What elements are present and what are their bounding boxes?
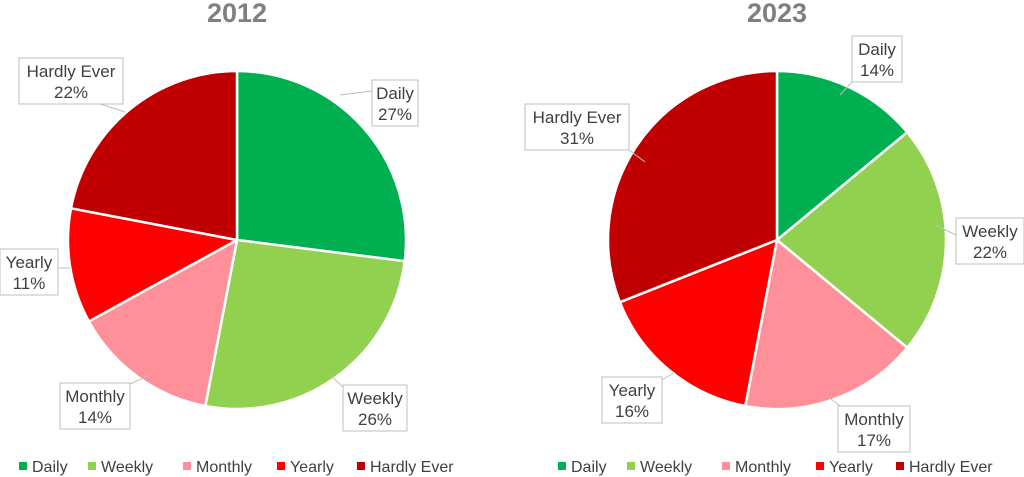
data-label-value: 22%: [973, 243, 1007, 262]
legend-item-hardly-ever: Hardly Ever: [896, 459, 993, 476]
legend-swatch: [183, 462, 191, 470]
legend-label: Daily: [571, 459, 607, 476]
legend-label: Daily: [32, 459, 68, 476]
data-label-value: 14%: [860, 61, 894, 80]
chart-title: 2023: [747, 0, 807, 28]
slice-hardly-ever: [69, 69, 239, 242]
data-label-monthly: Monthly 17%: [829, 397, 911, 453]
legend-item-daily: Daily: [558, 459, 607, 476]
data-label-value: 11%: [13, 274, 46, 293]
slice-weekly: [204, 238, 406, 411]
legend-label: Weekly: [640, 459, 692, 476]
legend-item-weekly: Weekly: [627, 459, 692, 476]
data-label-value: 27%: [378, 105, 412, 124]
data-label-category: Hardly Ever: [27, 62, 116, 81]
legend-label: Hardly Ever: [909, 459, 993, 476]
slice-monthly: [744, 238, 909, 411]
data-label-category: Monthly: [65, 387, 125, 406]
pie-slices: [606, 69, 948, 411]
data-label-weekly: Weekly 22%: [934, 217, 1024, 265]
legend: Daily Weekly Monthly Yearly Hardly Ever: [558, 459, 993, 476]
legend-swatch: [896, 462, 904, 470]
pie-chart-2012: 2012 Daily 27% Weekly 26% Monthly 14%: [0, 0, 454, 476]
legend-swatch: [19, 462, 27, 470]
legend-item-yearly: Yearly: [816, 459, 873, 476]
legend-label: Monthly: [196, 459, 252, 476]
data-label-category: Hardly Ever: [533, 108, 622, 127]
legend-item-daily: Daily: [19, 459, 68, 476]
data-label-value: 14%: [78, 408, 112, 427]
data-label-category: Yearly: [6, 253, 53, 272]
legend-item-weekly: Weekly: [88, 459, 153, 476]
data-label-value: 16%: [615, 402, 649, 421]
data-label-value: 31%: [560, 129, 594, 148]
pie-slices: [66, 69, 408, 411]
legend-swatch: [627, 462, 635, 470]
data-label-value: 17%: [857, 431, 891, 450]
legend-label: Hardly Ever: [370, 459, 454, 476]
data-label-monthly: Monthly 14%: [59, 374, 151, 430]
data-label-category: Monthly: [844, 410, 904, 429]
data-label-hardly-ever: Hardly Ever 22%: [18, 57, 126, 113]
legend-item-yearly: Yearly: [277, 459, 334, 476]
legend-swatch: [558, 462, 566, 470]
legend-swatch: [357, 462, 365, 470]
slice-monthly: [87, 238, 239, 408]
data-label-daily: Daily 14%: [839, 35, 903, 96]
data-label-weekly: Weekly 26%: [329, 374, 408, 432]
slice-daily: [775, 69, 909, 242]
slice-weekly: [775, 131, 948, 349]
legend-swatch: [722, 462, 730, 470]
data-label-category: Weekly: [962, 222, 1018, 241]
legend-swatch: [88, 462, 96, 470]
legend-label: Yearly: [829, 459, 873, 476]
data-label-category: Daily: [376, 84, 414, 103]
legend: Daily Weekly Monthly Yearly Hardly Ever: [19, 459, 454, 476]
data-label-value: 22%: [54, 83, 88, 102]
data-label-value: 26%: [358, 410, 392, 429]
data-label-yearly: Yearly 16%: [601, 371, 676, 424]
slice-yearly: [618, 238, 779, 408]
legend-item-monthly: Monthly: [183, 459, 252, 476]
data-label-category: Daily: [858, 40, 896, 59]
legend-label: Monthly: [735, 459, 791, 476]
legend-label: Weekly: [101, 459, 153, 476]
data-label-hardly-ever: Hardly Ever 31%: [524, 103, 646, 163]
slice-yearly: [66, 207, 239, 323]
data-label-category: Weekly: [347, 389, 403, 408]
data-label-yearly: Yearly 11%: [0, 248, 70, 296]
legend-label: Yearly: [290, 459, 334, 476]
slice-hardly-ever: [606, 69, 779, 304]
pie-chart-2023: 2023 Daily 14% Weekly 22% Monthly 17%: [524, 0, 1024, 476]
chart-title: 2012: [207, 0, 267, 28]
slice-daily: [235, 69, 408, 263]
data-label-daily: Daily 27%: [339, 79, 419, 127]
legend-item-monthly: Monthly: [722, 459, 791, 476]
legend-item-hardly-ever: Hardly Ever: [357, 459, 454, 476]
legend-swatch: [816, 462, 824, 470]
legend-swatch: [277, 462, 285, 470]
data-label-category: Yearly: [609, 381, 656, 400]
